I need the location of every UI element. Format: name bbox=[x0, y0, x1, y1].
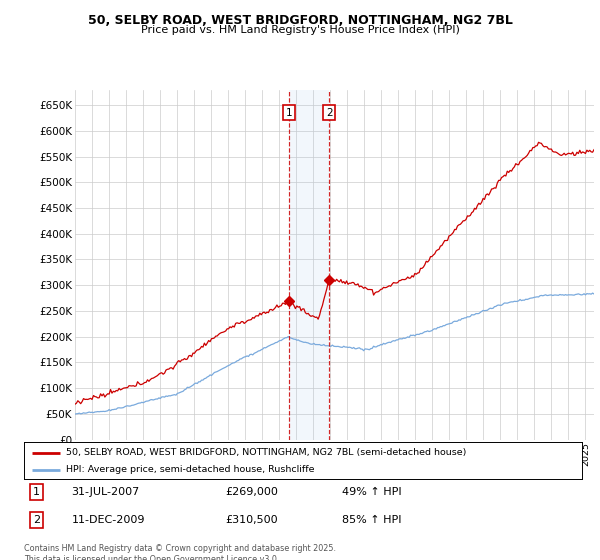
Text: £269,000: £269,000 bbox=[225, 487, 278, 497]
Text: 85% ↑ HPI: 85% ↑ HPI bbox=[342, 515, 401, 525]
Text: 2: 2 bbox=[326, 108, 332, 118]
Text: 2: 2 bbox=[33, 515, 40, 525]
Text: HPI: Average price, semi-detached house, Rushcliffe: HPI: Average price, semi-detached house,… bbox=[66, 465, 314, 474]
Text: £310,500: £310,500 bbox=[225, 515, 278, 525]
Text: 31-JUL-2007: 31-JUL-2007 bbox=[71, 487, 140, 497]
Text: Contains HM Land Registry data © Crown copyright and database right 2025.
This d: Contains HM Land Registry data © Crown c… bbox=[24, 544, 336, 560]
Text: 50, SELBY ROAD, WEST BRIDGFORD, NOTTINGHAM, NG2 7BL (semi-detached house): 50, SELBY ROAD, WEST BRIDGFORD, NOTTINGH… bbox=[66, 448, 466, 457]
Text: 1: 1 bbox=[286, 108, 292, 118]
Text: 49% ↑ HPI: 49% ↑ HPI bbox=[342, 487, 401, 497]
Text: 50, SELBY ROAD, WEST BRIDGFORD, NOTTINGHAM, NG2 7BL: 50, SELBY ROAD, WEST BRIDGFORD, NOTTINGH… bbox=[88, 14, 512, 27]
Bar bbox=[289, 90, 329, 440]
Text: 1: 1 bbox=[33, 487, 40, 497]
Text: 11-DEC-2009: 11-DEC-2009 bbox=[71, 515, 145, 525]
Text: Price paid vs. HM Land Registry's House Price Index (HPI): Price paid vs. HM Land Registry's House … bbox=[140, 25, 460, 35]
